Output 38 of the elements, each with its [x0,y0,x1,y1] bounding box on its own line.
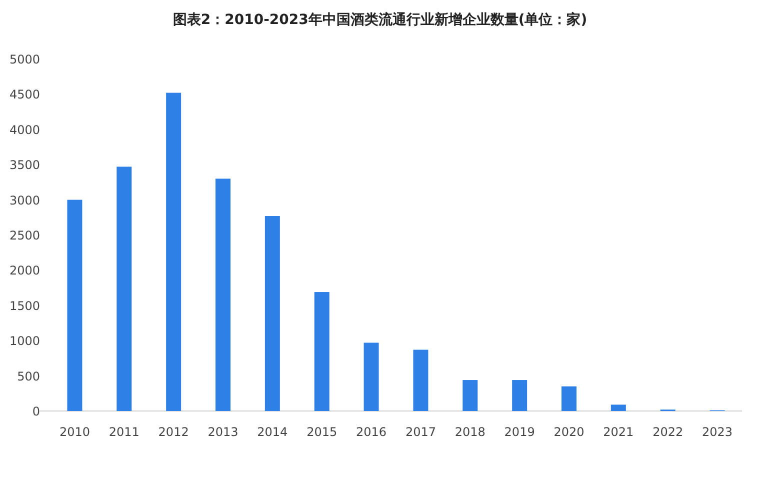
chart-title: 图表2：2010-2023年中国酒类流通行业新增企业数量(单位：家) [172,11,588,28]
y-tick-label: 4000 [9,122,40,137]
y-tick-label: 4500 [9,88,40,102]
x-tick-label: 2021 [603,425,634,439]
y-tick-label: 1000 [9,334,40,348]
y-tick-label: 2500 [9,228,40,242]
x-tick-label: 2012 [158,425,189,439]
bar [610,404,626,411]
bar [462,380,478,411]
x-tick-label: 2022 [652,425,684,439]
x-tick-label: 2019 [504,425,535,439]
bar [264,216,280,411]
bar [216,178,230,411]
x-tick-label: 2011 [108,425,140,439]
y-tick-label: 0 [32,404,40,418]
x-tick-label: 2014 [257,425,288,439]
bar [562,386,576,411]
x-tick-label: 2023 [702,425,733,439]
x-tick-label: 2017 [405,425,436,439]
bar [512,380,528,411]
x-tick-label: 2015 [306,425,338,439]
y-tick-label: 2000 [9,264,40,278]
bar [166,92,182,411]
x-tick-label: 2016 [356,425,387,439]
bar [314,292,330,411]
x-tick-label: 2020 [554,425,584,439]
bar [67,200,82,411]
y-tick-label: 3500 [9,158,40,172]
bar [116,166,132,411]
y-tick-label: 500 [17,369,40,384]
x-tick-label: 2010 [59,425,90,439]
y-tick-label: 5000 [9,52,40,66]
x-tick-label: 2018 [454,425,486,439]
y-tick-label: 1500 [9,298,40,313]
bar [364,342,379,411]
x-tick-label: 2013 [208,425,238,439]
y-tick-label: 3000 [9,193,40,208]
bar [413,350,428,411]
